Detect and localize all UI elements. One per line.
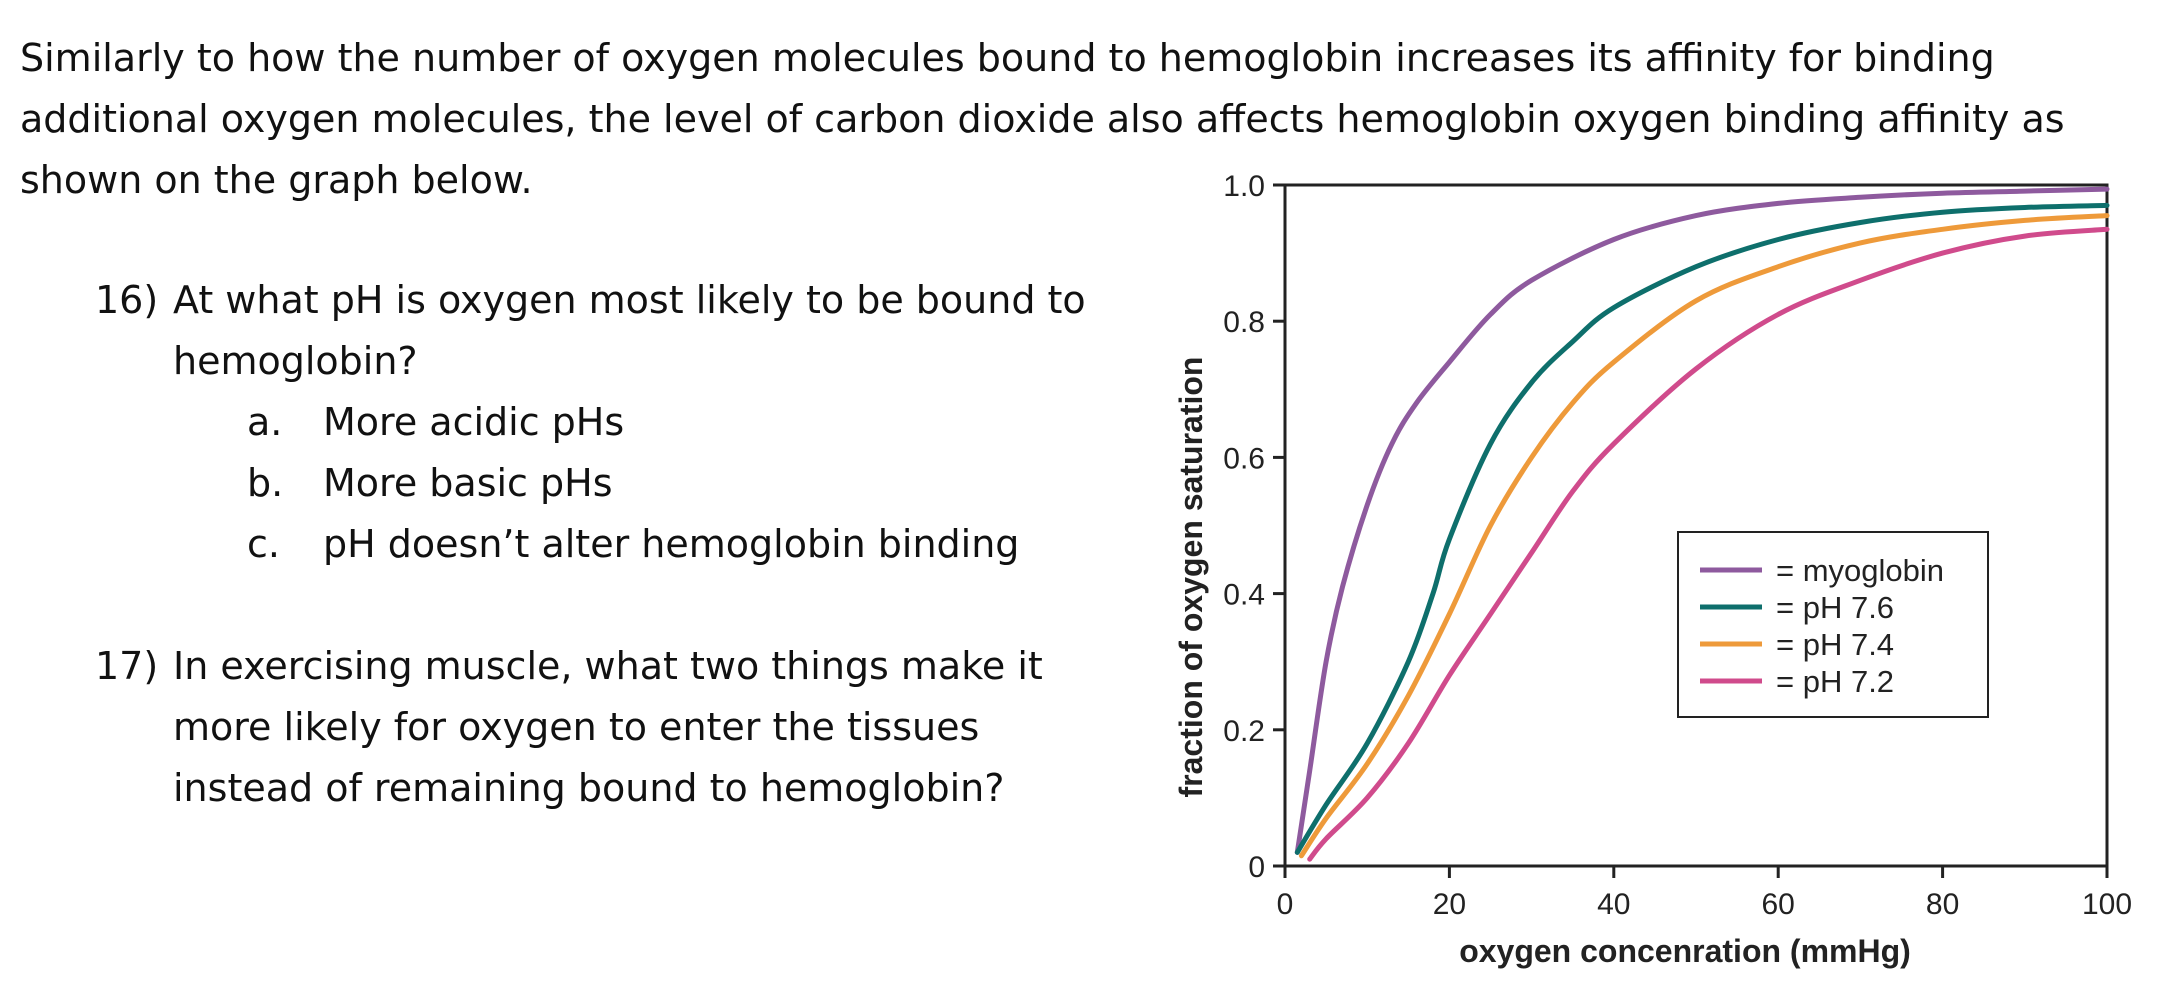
question-line: 16) At what pH is oxygen most likely to … [95, 270, 1105, 331]
intro-line: Similarly to how the number of oxygen mo… [20, 36, 1995, 80]
series-line-1 [1294, 202, 2110, 855]
y-tick-label: 0.6 [1223, 442, 1265, 475]
question-text: more likely for oxygen to enter the tiss… [173, 705, 980, 749]
intro-paragraph: Similarly to how the number of oxygen mo… [20, 28, 2140, 211]
series-line-2 [1298, 213, 2110, 859]
x-tick-label: 40 [1597, 888, 1630, 921]
question-text: instead of remaining bound to hemoglobin… [173, 766, 1005, 810]
answer-option-a: a. More acidic pHs [95, 392, 1105, 453]
x-axis-label: oxygen concenration (mmHg) [1459, 933, 1911, 969]
option-text: More acidic pHs [323, 400, 625, 444]
option-letter: b. [247, 461, 284, 505]
question-text: hemoglobin? [173, 339, 418, 383]
question-17: 17) In exercising muscle, what two thing… [95, 636, 1105, 819]
question-line: hemoglobin? [95, 331, 1105, 392]
legend-label: = myoglobin [1776, 553, 1944, 588]
question-number: 16) [95, 278, 159, 322]
legend-box [1677, 531, 1989, 718]
legend-label: = pH 7.4 [1776, 627, 1894, 662]
y-tick-label: 0.8 [1223, 306, 1265, 339]
intro-line: shown on the graph below. [20, 158, 533, 202]
y-tick-label: 0 [1248, 851, 1265, 884]
question-number: 17) [95, 644, 159, 688]
option-letter: c. [247, 522, 280, 566]
question-16: 16) At what pH is oxygen most likely to … [95, 270, 1105, 575]
series-line-0 [1294, 186, 2110, 855]
question-line: 17) In exercising muscle, what two thing… [95, 636, 1105, 697]
option-text: pH doesn’t alter hemoglobin binding [323, 522, 1020, 566]
question-text: In exercising muscle, what two things ma… [173, 644, 1043, 688]
plot-frame [1283, 183, 2109, 868]
question-line: instead of remaining bound to hemoglobin… [95, 758, 1105, 819]
question-line: more likely for oxygen to enter the tiss… [95, 697, 1105, 758]
series-line-3 [1307, 226, 2110, 862]
answer-option-b: b. More basic pHs [95, 453, 1105, 514]
x-tick-label: 80 [1926, 888, 1959, 921]
y-tick-label: 0.2 [1223, 715, 1265, 748]
x-tick-label: 60 [1762, 888, 1795, 921]
y-axis-label: fraction of oxygen saturation [1173, 357, 1209, 798]
x-tick-label: 20 [1433, 888, 1466, 921]
x-tick-label: 0 [1277, 888, 1294, 921]
answer-options: a. More acidic pHs b. More basic pHs c. … [95, 392, 1105, 575]
option-letter: a. [247, 400, 283, 444]
x-tick-label: 100 [2082, 888, 2132, 921]
intro-line: additional oxygen molecules, the level o… [20, 97, 2065, 141]
option-text: More basic pHs [323, 461, 613, 505]
legend-label: = pH 7.2 [1776, 664, 1894, 699]
answer-option-c: c. pH doesn’t alter hemoglobin binding [95, 514, 1105, 575]
y-tick-label: 0.4 [1223, 579, 1265, 612]
legend-label: = pH 7.6 [1776, 590, 1894, 625]
y-tick-label: 1.0 [1223, 170, 1265, 203]
question-text: At what pH is oxygen most likely to be b… [173, 278, 1086, 322]
